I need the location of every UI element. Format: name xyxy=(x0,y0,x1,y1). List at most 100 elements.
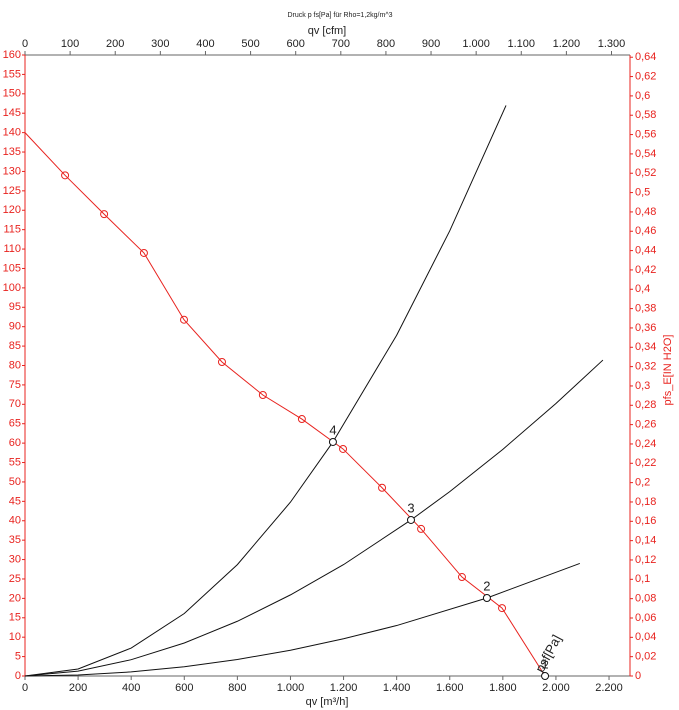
y-tick-label: 110 xyxy=(3,243,21,255)
y2-tick-label: 0,24 xyxy=(635,438,656,450)
point-marker xyxy=(217,358,226,367)
y-tick-label: 120 xyxy=(3,204,21,216)
point-marker xyxy=(297,415,306,424)
y2-tick-label: 0,44 xyxy=(635,244,656,256)
operating-point xyxy=(482,593,491,602)
y-tick-label: 100 xyxy=(3,282,21,294)
y-tick-label: 140 xyxy=(3,127,21,139)
operating-point-label: 3 xyxy=(407,500,414,515)
y2-tick-label: 0 xyxy=(635,670,641,682)
y2-tick-label: 0,28 xyxy=(635,399,656,411)
y2-tick-label: 0,54 xyxy=(635,148,656,160)
chart-title: Druck p fs[Pa] für Rho=1,2kg/m^3 xyxy=(287,12,392,19)
y-tick-label: 135 xyxy=(3,146,21,158)
y2-tick-label: 0,56 xyxy=(635,128,656,140)
x2-tick-label: 400 xyxy=(196,38,214,50)
y2-tick-label: 0,2 xyxy=(635,477,650,489)
y-tick-label: 35 xyxy=(9,534,21,546)
y2-tick-label: 0,46 xyxy=(635,225,656,237)
y2-tick-label: 0,04 xyxy=(635,631,656,643)
y-tick-label: 95 xyxy=(9,301,21,313)
y-tick-label: 85 xyxy=(9,340,21,352)
y-tick-label: 15 xyxy=(9,612,21,624)
x2-tick-label: 1.000 xyxy=(462,38,490,50)
y-tick-label: 70 xyxy=(9,398,21,410)
point-marker xyxy=(339,444,348,453)
y-tick-label: 90 xyxy=(9,321,21,333)
operating-point xyxy=(541,672,550,680)
y2-tick-label: 0,36 xyxy=(635,322,656,334)
x2-tick-label: 300 xyxy=(151,38,169,50)
y-tick-label: 10 xyxy=(9,631,21,643)
x-axis-title: qv [m³/h] xyxy=(306,696,349,708)
x-tick-label: 200 xyxy=(69,682,87,694)
y2-tick-label: 0,52 xyxy=(635,167,656,179)
y2-tick-label: 0,26 xyxy=(635,419,656,431)
point-marker xyxy=(139,248,148,257)
y2-tick-label: 0,4 xyxy=(635,283,650,295)
y-tick-label: 155 xyxy=(3,68,21,80)
y-tick-label: 0 xyxy=(15,670,21,682)
y2-tick-label: 0,22 xyxy=(635,457,656,469)
x2-tick-label: 500 xyxy=(241,38,259,50)
y2-tick-label: 0,16 xyxy=(635,515,656,527)
x-tick-label: 1.800 xyxy=(489,682,517,694)
y-tick-label: 25 xyxy=(9,573,21,585)
y2-tick-label: 0,08 xyxy=(635,593,656,605)
y-tick-label: 20 xyxy=(9,592,21,604)
x-tick-label: 800 xyxy=(228,682,246,694)
y-tick-label: 55 xyxy=(9,456,21,468)
point-marker xyxy=(100,210,109,219)
y-tick-label: 145 xyxy=(3,107,21,119)
y-tick-label: 45 xyxy=(9,495,21,507)
y-tick-label: 5 xyxy=(15,651,21,663)
series-line xyxy=(24,562,581,677)
y-tick-label: 30 xyxy=(9,553,21,565)
x-tick-label: 1.600 xyxy=(436,682,464,694)
y2-tick-label: 0,6 xyxy=(635,90,650,102)
point-marker xyxy=(378,483,387,492)
point-marker xyxy=(417,524,426,533)
x-tick-label: 400 xyxy=(122,682,140,694)
y-tick-label: 125 xyxy=(3,185,21,197)
x-tick-label: 2.000 xyxy=(542,682,570,694)
x-tick-label: 1.200 xyxy=(330,682,358,694)
x2-tick-label: 100 xyxy=(61,38,79,50)
x2-tick-label: 1.100 xyxy=(508,38,536,50)
y2-tick-label: 0,34 xyxy=(635,341,656,353)
point-marker xyxy=(258,390,267,399)
y2-tick-label: 0,48 xyxy=(635,206,656,218)
x-tick-label: 1.000 xyxy=(277,682,305,694)
y-tick-label: 105 xyxy=(3,262,21,274)
operating-point xyxy=(328,437,337,446)
y-tick-label: 130 xyxy=(3,165,21,177)
x2-tick-label: 900 xyxy=(422,38,440,50)
y2-tick-label: 0,5 xyxy=(635,186,650,198)
y-tick-label: 60 xyxy=(9,437,21,449)
x2-tick-label: 200 xyxy=(106,38,124,50)
x-tick-label: 2.200 xyxy=(595,682,623,694)
y2-tick-label: 0,62 xyxy=(635,70,656,82)
y2-tick-label: 0,14 xyxy=(635,535,656,547)
y-tick-label: 115 xyxy=(3,224,21,236)
x2-tick-label: 600 xyxy=(287,38,305,50)
point-marker xyxy=(61,171,70,180)
point-marker xyxy=(457,573,466,582)
x2-tick-label: 700 xyxy=(332,38,350,50)
y2-tick-label: 0,02 xyxy=(635,651,656,663)
y2-tick-label: 0,18 xyxy=(635,496,656,508)
x2-axis-title: qv [cfm] xyxy=(308,25,347,37)
series-line xyxy=(24,132,546,677)
x-tick-label: 1.400 xyxy=(383,682,411,694)
y-tick-label: 75 xyxy=(9,379,21,391)
y2-axis-title: pfs_E[IN H2O] xyxy=(662,335,674,406)
operating-point-label: 4 xyxy=(329,422,336,437)
operating-point xyxy=(406,515,415,524)
y2-tick-label: 0,38 xyxy=(635,303,656,315)
operating-point-label: 1 xyxy=(541,656,548,671)
y-tick-label: 40 xyxy=(9,515,21,527)
x-tick-label: 0 xyxy=(22,682,28,694)
y-tick-label: 150 xyxy=(3,88,21,100)
point-marker xyxy=(180,315,189,324)
